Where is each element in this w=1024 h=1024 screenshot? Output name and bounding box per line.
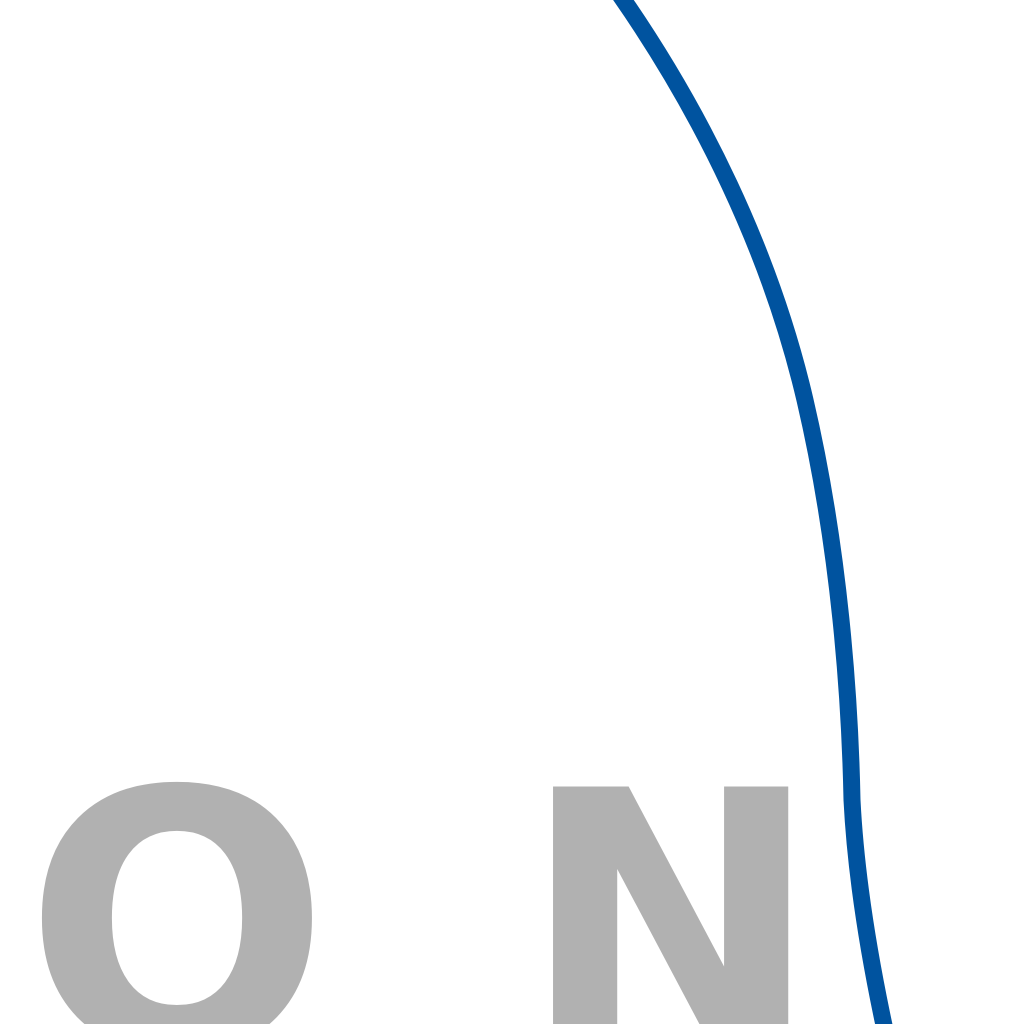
logo-letter-n: N [520,745,821,1024]
logo-letter-o: O [24,745,330,1024]
